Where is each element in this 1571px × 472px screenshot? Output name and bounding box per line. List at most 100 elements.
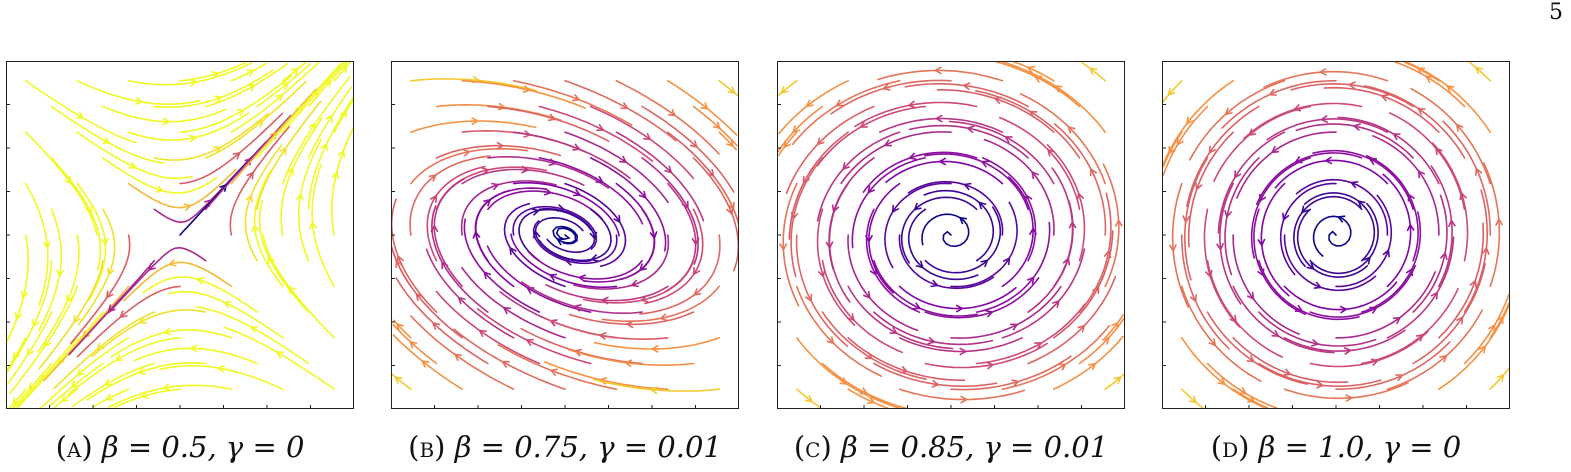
streamline	[1181, 388, 1205, 409]
streamline-arrow	[1294, 156, 1303, 164]
streamline-arrow	[245, 193, 253, 203]
streamline	[868, 182, 901, 294]
streamline	[593, 337, 720, 350]
streamline	[1019, 93, 1106, 185]
streamline	[229, 125, 290, 236]
caption-params-a: β = 0.5, γ = 0	[101, 430, 305, 464]
streamline-arrow	[509, 246, 517, 255]
streamline	[778, 131, 798, 156]
streamline-arrow	[1088, 362, 1097, 371]
streamline-arrow	[114, 353, 124, 362]
streamline-arrow	[128, 161, 137, 169]
streamline-arrow	[320, 142, 328, 152]
streamline	[527, 250, 643, 280]
streamline	[1250, 157, 1312, 259]
streamline	[25, 80, 137, 144]
streamline-arrow	[1447, 218, 1456, 228]
streamline	[460, 180, 557, 236]
streamline-arrow	[491, 182, 500, 191]
streamline-arrow	[596, 123, 605, 132]
streamline	[127, 62, 253, 86]
streamline-arrow	[959, 347, 968, 356]
streamline-arrow	[323, 79, 332, 88]
streamline-arrow	[502, 306, 511, 315]
streamline	[282, 75, 351, 185]
streamline-arrow	[236, 108, 246, 117]
streamline-arrow	[107, 267, 115, 277]
streamline-arrow	[1247, 395, 1256, 403]
streamline	[1186, 105, 1260, 207]
streamline-arrow	[85, 205, 93, 215]
streamline	[512, 205, 598, 250]
streamline-arrow	[934, 114, 943, 123]
streamline	[1162, 131, 1183, 168]
streamplot-panel-a	[6, 61, 354, 409]
streamline-arrow	[1318, 67, 1327, 76]
streamline-arrow	[638, 190, 647, 199]
streamline-arrow	[140, 391, 149, 399]
streamline-arrow	[689, 140, 699, 149]
streamline-arrow	[908, 152, 917, 161]
streamline	[127, 112, 250, 141]
streamline-arrow	[700, 102, 709, 110]
streamline-arrow	[428, 174, 437, 182]
streamline	[644, 208, 704, 305]
streamline	[993, 61, 1081, 108]
streamline-arrow	[309, 220, 318, 230]
streamline	[1102, 163, 1120, 288]
streamline	[1386, 309, 1484, 390]
streamline	[7, 311, 53, 384]
streamline-arrow	[213, 146, 222, 154]
streamline	[102, 157, 218, 194]
streamline-arrow	[56, 269, 65, 278]
streamline	[1255, 152, 1363, 206]
streamline-arrow	[1495, 217, 1504, 226]
streamline-arrow	[1455, 315, 1464, 325]
streamline	[1489, 366, 1510, 390]
streamline-arrow	[1058, 363, 1067, 371]
streamline-arrow	[1459, 191, 1468, 201]
streamline	[1206, 362, 1278, 409]
streamline	[1206, 259, 1283, 358]
streamline	[76, 182, 107, 301]
streamline-arrow	[214, 95, 223, 103]
streamline-arrow	[1416, 67, 1425, 75]
streamline-arrow	[639, 294, 649, 303]
streamline	[1078, 192, 1112, 313]
streamline	[1431, 142, 1469, 262]
streamline-arrow	[1167, 88, 1176, 97]
streamline-arrow	[161, 383, 171, 392]
streamline	[564, 182, 627, 268]
streamline	[583, 208, 656, 283]
streamline	[37, 234, 80, 353]
streamline-arrow	[75, 111, 85, 119]
streamline	[865, 208, 921, 313]
streamline	[204, 62, 288, 108]
streamline	[538, 208, 612, 262]
streamline-arrow	[589, 254, 599, 262]
streamline	[107, 384, 233, 408]
streamline-arrow	[668, 108, 677, 117]
streamline-arrow	[295, 192, 304, 201]
streamline-arrow	[1224, 209, 1233, 219]
streamline	[76, 285, 181, 358]
streamline-arrow	[525, 338, 534, 347]
streamline	[1027, 275, 1117, 365]
streamline-arrow	[521, 165, 530, 174]
streamline-arrow	[1168, 244, 1177, 253]
streamline-arrow	[883, 139, 892, 147]
streamline-arrow	[1439, 354, 1448, 363]
streamline	[510, 233, 618, 288]
streamline	[1053, 123, 1107, 236]
streamline	[1206, 311, 1308, 385]
streamline	[1394, 61, 1466, 108]
streamline-arrow	[457, 296, 466, 305]
streamline	[1489, 302, 1510, 339]
streamline-arrow	[60, 394, 69, 403]
streamline	[601, 285, 720, 322]
streamline	[924, 153, 1029, 211]
streamline-arrow	[1406, 223, 1415, 232]
streamline	[1386, 236, 1455, 339]
streamline	[333, 97, 354, 133]
streamline-arrow	[804, 293, 813, 303]
